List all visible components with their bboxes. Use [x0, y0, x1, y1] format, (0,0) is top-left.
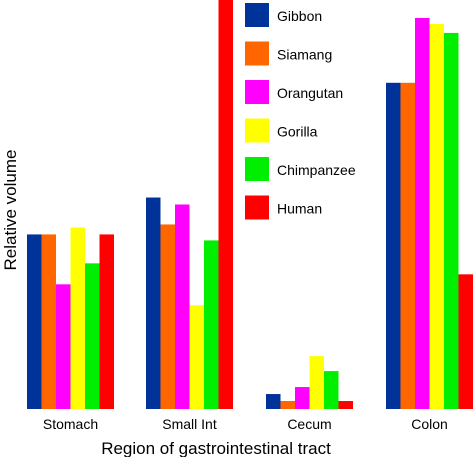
- legend-swatch-siamang: [245, 41, 269, 66]
- bar-small-int-orangutan: [175, 204, 190, 409]
- x-tick-label: Cecum: [287, 416, 331, 432]
- bar-stomach-human: [99, 234, 114, 409]
- bar-small-int-gorilla: [189, 305, 204, 409]
- bar-cecum-human: [338, 401, 353, 409]
- bar-stomach-chimpanzee: [85, 263, 100, 409]
- legend-swatch-orangutan: [245, 80, 269, 104]
- legend-label-human: Human: [277, 201, 322, 217]
- legend-swatch-chimpanzee: [245, 157, 269, 181]
- legend-swatch-human: [245, 195, 269, 220]
- legend-label-orangutan: Orangutan: [277, 85, 343, 101]
- bars-group: [27, 0, 473, 410]
- legend-label-gorilla: Gorilla: [277, 124, 318, 140]
- y-axis-label: Relative volume: [1, 150, 20, 271]
- bar-stomach-orangutan: [56, 284, 71, 409]
- bar-colon-chimpanzee: [444, 32, 459, 409]
- legend-label-chimpanzee: Chimpanzee: [277, 162, 356, 178]
- legend: Gibbon Siamang Orangutan Gorilla Chimpanzee H…: [245, 3, 356, 220]
- bar-colon-human: [458, 274, 473, 409]
- x-tick-label: Stomach: [43, 416, 98, 432]
- bar-colon-gibbon: [386, 82, 401, 410]
- legend-swatch-gibbon: [245, 3, 269, 27]
- x-tick-label: Colon: [411, 416, 448, 432]
- bar-colon-siamang: [400, 82, 415, 410]
- bar-stomach-gorilla: [70, 227, 85, 409]
- bar-cecum-chimpanzee: [324, 371, 339, 409]
- bar-colon-orangutan: [415, 17, 430, 410]
- bar-cecum-gibbon: [266, 394, 281, 409]
- bar-small-int-siamang: [160, 224, 175, 409]
- x-tick-labels: Stomach Small Int Cecum Colon: [43, 416, 448, 432]
- bar-colon-gorilla: [429, 23, 444, 409]
- legend-label-siamang: Siamang: [277, 47, 332, 63]
- bar-stomach-gibbon: [27, 234, 42, 409]
- legend-swatch-gorilla: [245, 118, 269, 143]
- bar-cecum-siamang: [280, 401, 295, 409]
- bar-cecum-gorilla: [309, 356, 324, 409]
- bar-stomach-siamang: [41, 234, 56, 409]
- bar-small-int-human: [218, 0, 233, 409]
- x-tick-label: Small Int: [162, 416, 217, 432]
- bar-cecum-orangutan: [295, 387, 310, 409]
- x-axis-label: Region of gastrointestinal tract: [101, 439, 331, 457]
- bar-small-int-chimpanzee: [204, 240, 219, 409]
- bar-small-int-gibbon: [146, 197, 161, 409]
- legend-label-gibbon: Gibbon: [277, 8, 322, 24]
